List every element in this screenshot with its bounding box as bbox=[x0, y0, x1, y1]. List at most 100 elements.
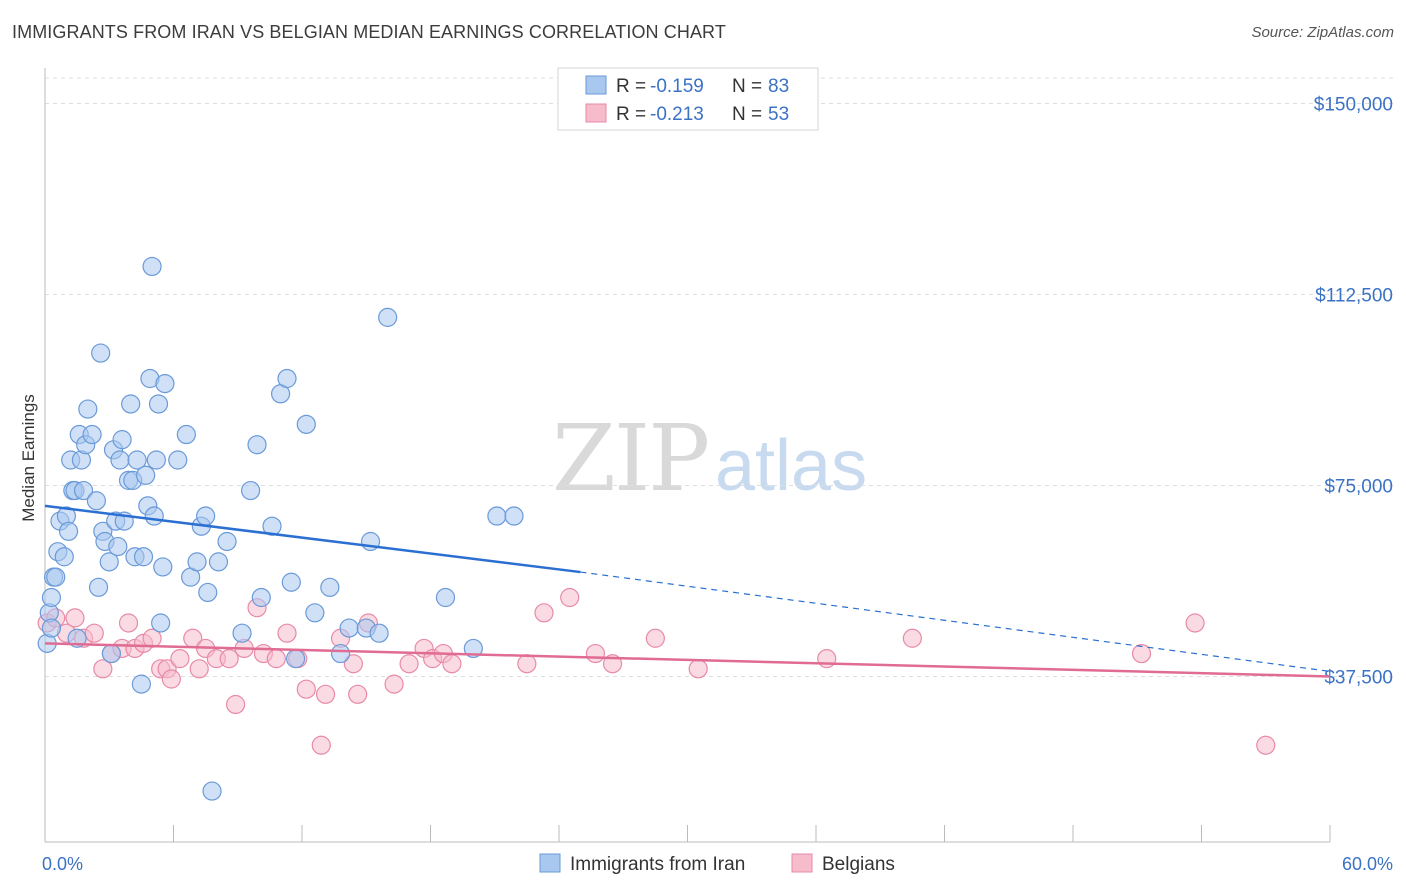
point-iran bbox=[54, 547, 74, 567]
legend-top-n-label-belgians: N = bbox=[732, 104, 762, 125]
watermark-atlas: atlas bbox=[715, 426, 867, 506]
point-belgians bbox=[1185, 613, 1205, 633]
point-belgians bbox=[560, 587, 580, 608]
point-belgians bbox=[343, 654, 363, 674]
point-belgians bbox=[902, 628, 922, 648]
point-iran bbox=[232, 623, 252, 643]
point-belgians bbox=[84, 623, 104, 643]
legend-bottom-label-belgians: Belgians bbox=[822, 854, 895, 875]
legend-top-n-value-iran: 83 bbox=[768, 76, 789, 97]
point-belgians bbox=[277, 623, 297, 643]
legend-top-swatch-iran bbox=[585, 75, 607, 95]
point-iran bbox=[133, 547, 154, 567]
point-iran bbox=[67, 628, 87, 648]
point-belgians bbox=[688, 659, 708, 679]
y-tick-label: $112,500 bbox=[1315, 285, 1393, 306]
point-iran bbox=[121, 394, 141, 414]
point-iran bbox=[148, 394, 169, 414]
point-iran bbox=[127, 450, 147, 470]
point-iran bbox=[101, 643, 121, 664]
legend-top-n-label-iran: N = bbox=[732, 76, 762, 97]
point-iran bbox=[196, 506, 216, 526]
legend-top-n-value-belgians: 53 bbox=[768, 104, 789, 125]
legend-bottom-swatch-iran bbox=[539, 853, 561, 873]
trend-line-iran-extension bbox=[580, 571, 1331, 672]
point-belgians bbox=[585, 643, 606, 664]
point-iran bbox=[151, 613, 171, 633]
point-belgians bbox=[1256, 735, 1276, 755]
point-iran bbox=[86, 491, 107, 511]
point-belgians bbox=[817, 649, 837, 669]
trend-layer bbox=[44, 504, 1331, 678]
watermark: ZIP atlas bbox=[552, 405, 867, 512]
point-iran bbox=[41, 618, 62, 638]
point-iran bbox=[58, 521, 79, 541]
point-iran bbox=[305, 603, 325, 623]
point-iran bbox=[217, 531, 237, 552]
point-iran bbox=[208, 552, 229, 572]
point-iran bbox=[463, 638, 483, 659]
point-iran bbox=[108, 536, 128, 557]
point-belgians bbox=[170, 649, 190, 669]
point-belgians bbox=[226, 694, 246, 715]
point-belgians bbox=[384, 674, 404, 694]
point-belgians bbox=[65, 608, 85, 628]
point-iran bbox=[320, 577, 340, 597]
point-iran bbox=[142, 256, 162, 277]
chart-source: Source: ZipAtlas.com bbox=[1251, 24, 1394, 41]
point-iran bbox=[198, 582, 218, 603]
point-iran bbox=[296, 414, 316, 434]
point-iran bbox=[78, 399, 98, 419]
legend-bottom-label-iran: Immigrants from Iran bbox=[570, 854, 745, 875]
point-iran bbox=[112, 430, 132, 450]
point-iran bbox=[41, 587, 62, 608]
point-belgians bbox=[534, 603, 554, 623]
point-iran bbox=[504, 506, 524, 526]
point-iran bbox=[131, 674, 151, 694]
y-tick-label: $37,500 bbox=[1324, 667, 1393, 688]
point-belgians bbox=[1131, 643, 1152, 664]
point-iran bbox=[88, 577, 109, 597]
grid-layer bbox=[45, 77, 1395, 677]
legend-top-r-value-iran: -0.159 bbox=[650, 76, 704, 97]
axis-layer: $37,500 $75,000 $112,500 $150,000 0.0% 60.0% bbox=[42, 68, 1393, 874]
point-iran bbox=[369, 623, 389, 643]
point-iran bbox=[487, 506, 507, 526]
point-belgians bbox=[189, 659, 209, 679]
point-iran bbox=[285, 649, 306, 669]
legend-top-r-label-iran: R = bbox=[616, 76, 646, 97]
point-iran bbox=[247, 435, 267, 455]
legend-top-r-value-belgians: -0.213 bbox=[650, 104, 704, 125]
point-belgians bbox=[399, 654, 419, 674]
point-iran bbox=[146, 450, 166, 470]
point-belgians bbox=[311, 735, 331, 755]
point-belgians bbox=[266, 649, 286, 669]
point-belgians bbox=[645, 628, 665, 648]
point-iran bbox=[99, 552, 119, 572]
point-iran bbox=[251, 587, 271, 608]
point-iran bbox=[330, 643, 351, 664]
point-iran bbox=[110, 450, 130, 470]
point-iran bbox=[339, 618, 359, 638]
point-iran bbox=[153, 557, 173, 577]
point-iran bbox=[277, 368, 297, 389]
point-belgians bbox=[348, 684, 368, 704]
point-iran bbox=[241, 480, 261, 501]
point-iran bbox=[176, 424, 196, 445]
point-belgians bbox=[296, 679, 316, 699]
point-iran bbox=[435, 587, 456, 608]
x-tick-label-min: 0.0% bbox=[42, 854, 83, 874]
legend-top: R = -0.159 N = 83 R = -0.213 N = 53 bbox=[557, 67, 819, 131]
legend-top-r-label-belgians: R = bbox=[616, 104, 646, 125]
chart-title: IMMIGRANTS FROM IRAN VS BELGIAN MEDIAN E… bbox=[12, 22, 726, 42]
point-belgians bbox=[161, 669, 181, 689]
point-iran bbox=[136, 465, 156, 485]
trend-line-iran bbox=[44, 504, 581, 574]
point-iran bbox=[202, 781, 222, 801]
point-belgians bbox=[517, 654, 537, 674]
point-iran bbox=[91, 343, 111, 363]
trend-line-belgians bbox=[44, 642, 1331, 678]
point-iran bbox=[378, 307, 398, 327]
point-iran bbox=[262, 516, 282, 536]
point-iran bbox=[144, 506, 164, 526]
